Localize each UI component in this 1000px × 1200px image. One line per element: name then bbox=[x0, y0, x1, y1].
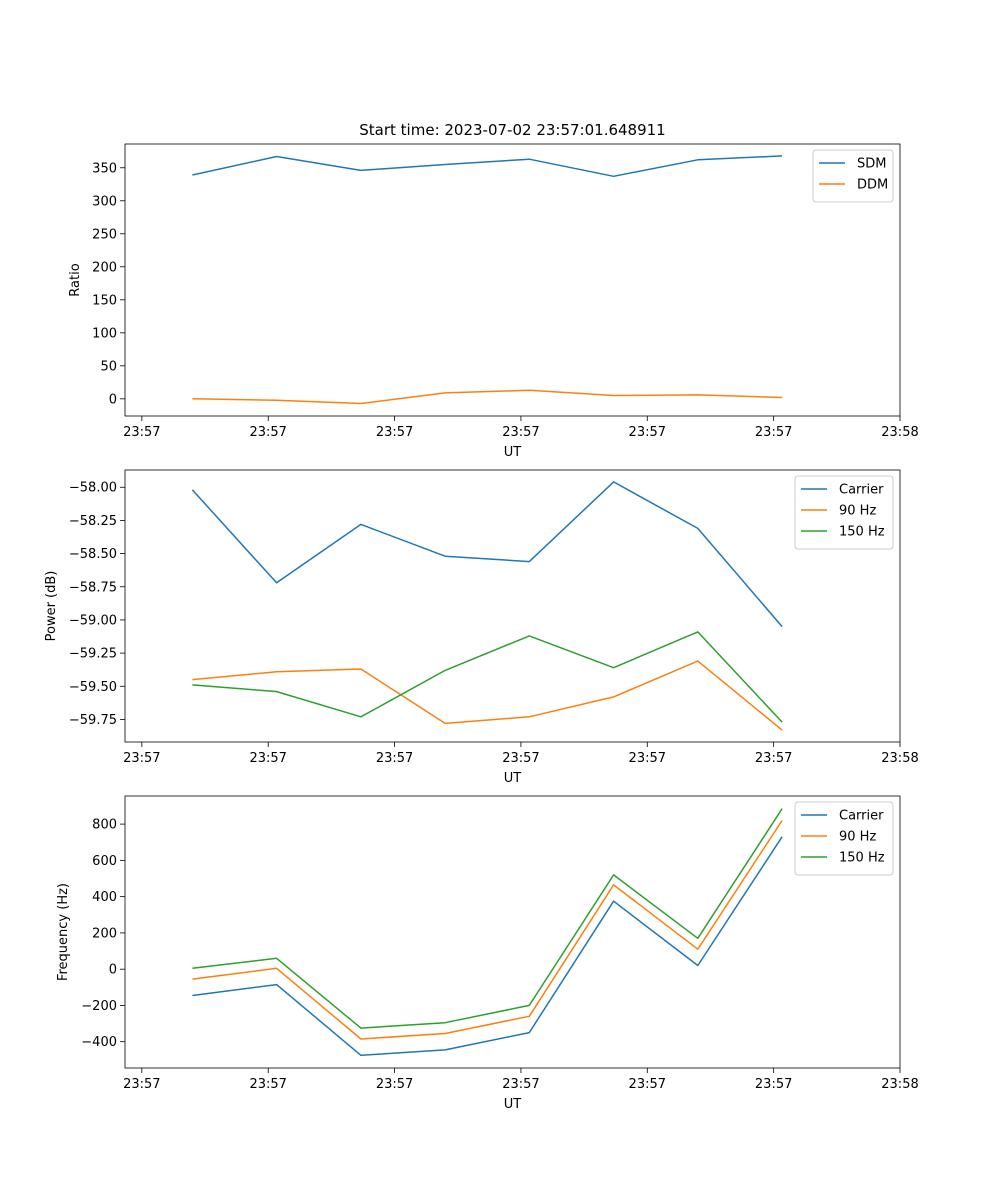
legend-label: 90 Hz bbox=[839, 830, 876, 845]
x-tick-label: 23:57 bbox=[123, 751, 160, 766]
x-axis-label: UT bbox=[504, 1097, 522, 1112]
y-tick-label: 400 bbox=[92, 890, 117, 905]
y-tick-label: 250 bbox=[92, 227, 117, 242]
series-line-150-hz bbox=[192, 808, 783, 1029]
y-tick-label: 200 bbox=[92, 260, 117, 275]
legend: Carrier 90 Hz 150 Hz bbox=[794, 475, 894, 550]
legend-label: 150 Hz bbox=[839, 525, 885, 540]
x-tick-label: 23:57 bbox=[629, 1077, 666, 1092]
y-tick-label: −59.50 bbox=[69, 680, 117, 695]
legend: Carrier 90 Hz 150 Hz bbox=[794, 801, 894, 876]
x-tick-label: 23:58 bbox=[881, 425, 918, 440]
axes-frame bbox=[124, 469, 901, 743]
series-line-150-hz bbox=[192, 631, 783, 723]
legend-label: DDM bbox=[857, 178, 888, 193]
x-tick-label: 23:57 bbox=[123, 1077, 160, 1092]
y-tick-label: −58.00 bbox=[69, 481, 117, 496]
y-axis-label: Frequency (Hz) bbox=[56, 883, 71, 981]
x-tick-label: 23:57 bbox=[249, 425, 286, 440]
subplot-1: 23:57 23:57 23:57 23:57 23:57 23:57 23:58 0 50 10… bbox=[68, 143, 919, 460]
y-tick-label: −58.75 bbox=[69, 580, 117, 595]
x-tick-label: 23:57 bbox=[249, 1077, 286, 1092]
y-tick-label: 300 bbox=[92, 194, 117, 209]
y-tick-label: 150 bbox=[92, 293, 117, 308]
x-tick-label: 23:57 bbox=[249, 751, 286, 766]
axes-frame bbox=[124, 143, 901, 417]
subplots: 23:57 23:57 23:57 23:57 23:57 23:57 23:58 0 50 10… bbox=[44, 143, 919, 1112]
x-axis-label: UT bbox=[504, 771, 522, 786]
x-axis-label: UT bbox=[504, 445, 522, 460]
y-tick-label: 600 bbox=[92, 854, 117, 869]
legend-label: 150 Hz bbox=[839, 851, 885, 866]
legend-label: Carrier bbox=[839, 809, 884, 824]
y-tick-label: −400 bbox=[81, 1035, 117, 1050]
y-tick-label: 200 bbox=[92, 926, 117, 941]
series-line-ddm bbox=[192, 389, 783, 405]
y-tick-label: −58.50 bbox=[69, 547, 117, 562]
legend-label: 90 Hz bbox=[839, 504, 876, 519]
y-tick-label: 800 bbox=[92, 818, 117, 833]
series-line-carrier bbox=[192, 836, 783, 1057]
y-tick-label: 100 bbox=[92, 326, 117, 341]
y-axis-label: Power (dB) bbox=[44, 571, 59, 642]
y-tick-label: −200 bbox=[81, 999, 117, 1014]
y-tick-label: −59.25 bbox=[69, 647, 117, 662]
x-tick-label: 23:57 bbox=[376, 1077, 413, 1092]
series-line-carrier bbox=[191, 481, 783, 628]
axes-frame bbox=[124, 795, 901, 1069]
x-tick-label: 23:57 bbox=[502, 751, 539, 766]
x-tick-label: 23:57 bbox=[502, 1077, 539, 1092]
y-tick-label: −59.00 bbox=[69, 613, 117, 628]
y-tick-label: −59.75 bbox=[69, 713, 117, 728]
figure-title: Start time: 2023-07-02 23:57:01.648911 bbox=[359, 121, 665, 139]
x-tick-label: 23:57 bbox=[755, 1077, 792, 1092]
legend-label: SDM bbox=[857, 157, 886, 172]
y-tick-label: 350 bbox=[92, 161, 117, 176]
series-line-90-hz bbox=[192, 660, 783, 731]
x-tick-label: 23:57 bbox=[376, 751, 413, 766]
subplot-3: 23:57 23:57 23:57 23:57 23:57 23:57 23:58 −400 −… bbox=[56, 795, 919, 1112]
y-tick-label: 50 bbox=[100, 359, 117, 374]
x-tick-label: 23:58 bbox=[881, 751, 918, 766]
legend-label: Carrier bbox=[839, 483, 884, 498]
y-tick-label: −58.25 bbox=[69, 514, 117, 529]
x-tick-label: 23:57 bbox=[755, 751, 792, 766]
y-tick-label: 0 bbox=[109, 392, 117, 407]
subplot-2: 23:57 23:57 23:57 23:57 23:57 23:57 23:58 −59.7… bbox=[44, 469, 919, 786]
legend: SDM DDM bbox=[812, 149, 894, 203]
x-tick-label: 23:57 bbox=[123, 425, 160, 440]
x-tick-label: 23:57 bbox=[629, 425, 666, 440]
series-line-90-hz bbox=[192, 820, 783, 1040]
x-tick-label: 23:58 bbox=[881, 1077, 918, 1092]
x-tick-label: 23:57 bbox=[502, 425, 539, 440]
y-axis-label: Ratio bbox=[68, 263, 83, 296]
x-tick-label: 23:57 bbox=[629, 751, 666, 766]
series-line-sdm bbox=[192, 155, 783, 178]
y-tick-label: 0 bbox=[109, 963, 117, 978]
x-tick-label: 23:57 bbox=[755, 425, 792, 440]
x-tick-label: 23:57 bbox=[376, 425, 413, 440]
